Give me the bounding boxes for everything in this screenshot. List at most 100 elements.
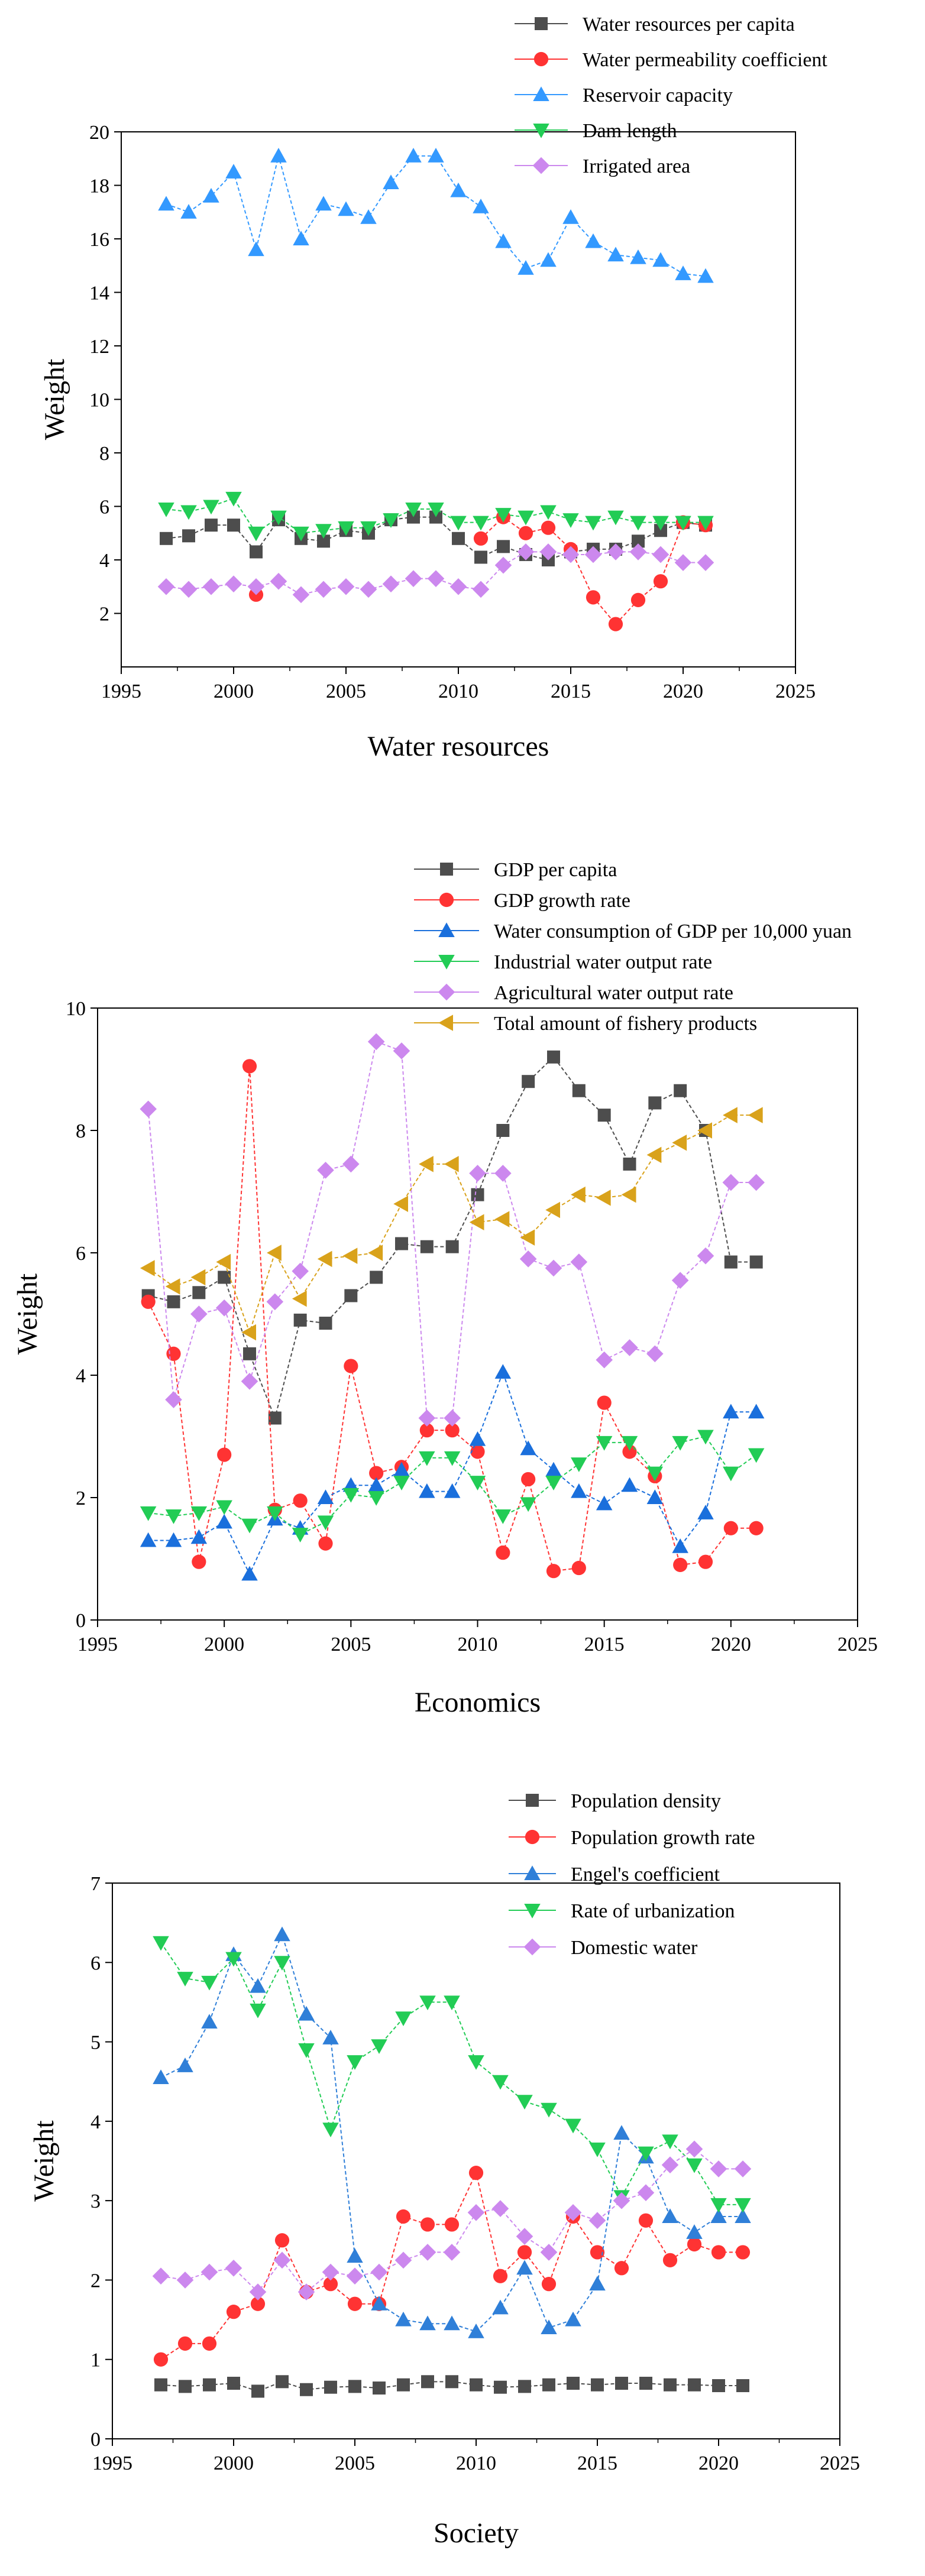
data-point	[469, 1165, 486, 1182]
y-tick-label: 6	[76, 1243, 86, 1265]
data-point	[736, 2379, 749, 2393]
data-point	[541, 2102, 557, 2118]
y-axis-title: Weight	[28, 2120, 60, 2202]
data-point	[420, 2217, 435, 2232]
data-point	[710, 2198, 727, 2213]
data-point	[621, 1186, 636, 1203]
data-point	[686, 2158, 703, 2173]
y-tick-label: 10	[89, 390, 109, 411]
data-point	[227, 519, 240, 532]
data-point	[545, 1462, 562, 1477]
data-point	[203, 500, 219, 515]
data-point	[317, 534, 330, 548]
data-point	[710, 2160, 727, 2178]
y-tick-label: 10	[66, 998, 86, 1020]
data-point	[140, 1260, 155, 1276]
data-point	[540, 2244, 558, 2261]
data-point	[452, 532, 465, 545]
data-point	[571, 1186, 586, 1203]
series-gdp-growth-rate	[141, 1059, 764, 1579]
series-water-resources-per-capita	[160, 510, 712, 566]
data-point	[158, 196, 174, 211]
data-point	[674, 1084, 687, 1097]
data-point	[396, 2209, 411, 2224]
data-point	[371, 2039, 387, 2055]
legend-entry: Population growth rate	[509, 1827, 755, 1849]
data-point	[735, 2208, 751, 2223]
data-point	[734, 2160, 752, 2178]
y-tick-label: 0	[90, 2429, 101, 2451]
data-point	[608, 617, 623, 631]
data-point	[562, 546, 580, 563]
series-dam-length	[158, 491, 714, 542]
data-point	[494, 1165, 512, 1182]
data-point	[419, 2315, 436, 2331]
data-point	[521, 1472, 536, 1487]
legend-entry: Water permeability coefficient	[515, 49, 827, 71]
data-point	[652, 546, 670, 563]
chart-water-resources: 1995 2000 2005 2010 2015 2020 2025 2 4 6 8 10 12 14 16…	[39, 14, 827, 762]
data-point	[517, 2245, 532, 2260]
data-point	[445, 1240, 459, 1253]
legend-label: Engel's coefficient	[571, 1864, 720, 1885]
data-point	[250, 1978, 266, 1993]
data-point	[630, 249, 646, 264]
data-point	[723, 1107, 738, 1123]
data-point	[596, 1351, 613, 1369]
data-point	[319, 1317, 332, 1330]
data-point	[421, 2375, 434, 2389]
data-point	[141, 1294, 156, 1309]
data-point	[630, 516, 646, 531]
x-tick-label: 2000	[214, 2452, 254, 2474]
data-point	[249, 2283, 267, 2300]
data-point	[317, 1489, 334, 1504]
data-point	[639, 2377, 652, 2390]
data-point	[494, 1364, 512, 1379]
chart-economics: 1995 2000 2005 2010 2015 2020 2025 0 2 4 6 8 10 Econo…	[12, 859, 878, 1718]
legend-label: Industrial water output rate	[494, 951, 712, 973]
data-point	[165, 1391, 182, 1408]
data-point	[520, 1497, 536, 1512]
data-point	[646, 1146, 662, 1164]
data-point	[662, 2134, 678, 2150]
legend-marker	[524, 1865, 541, 1880]
data-point	[140, 1532, 157, 1547]
legend-entry: Rate of urbanization	[509, 1900, 735, 1922]
x-tick-label: 2025	[837, 1634, 878, 1655]
data-point	[468, 2166, 484, 2180]
legend-marker	[524, 1904, 541, 1919]
data-point	[652, 516, 669, 531]
data-point	[251, 2384, 264, 2398]
data-point	[270, 572, 287, 590]
data-point	[723, 1466, 739, 1482]
data-point	[445, 2375, 458, 2389]
data-point	[496, 1545, 510, 1560]
legend-marker	[526, 1794, 539, 1807]
data-point	[672, 1436, 688, 1451]
data-point	[250, 2003, 266, 2018]
data-point	[382, 575, 400, 593]
data-point	[293, 1313, 307, 1327]
data-point	[292, 1528, 309, 1543]
data-point	[697, 516, 714, 531]
x-tick-label: 2015	[584, 1634, 625, 1655]
x-tick-label: 2010	[438, 681, 478, 702]
data-point	[167, 1295, 180, 1308]
data-point	[686, 2224, 703, 2239]
legend-entry: Water resources per capita	[515, 14, 795, 35]
data-point	[607, 543, 625, 560]
data-point	[468, 2323, 484, 2338]
data-point	[154, 2378, 167, 2392]
data-point	[160, 532, 173, 545]
legend-label: Domestic water	[571, 1937, 698, 1959]
data-point	[646, 1489, 664, 1504]
series-line	[160, 1942, 743, 2205]
series-line	[160, 1933, 743, 2332]
data-point	[190, 1506, 208, 1521]
data-point	[492, 2075, 509, 2090]
y-tick-label: 2	[76, 1488, 86, 1509]
data-point	[545, 1476, 562, 1490]
data-point	[444, 1451, 461, 1466]
data-point	[748, 1107, 763, 1123]
data-point	[317, 1161, 334, 1179]
